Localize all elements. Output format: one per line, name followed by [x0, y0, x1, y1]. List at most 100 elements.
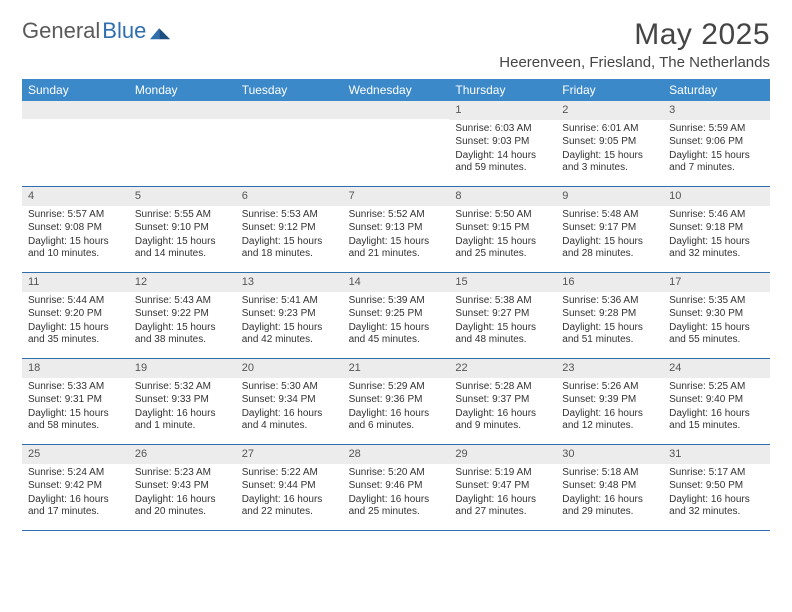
calendar-cell: 1Sunrise: 6:03 AMSunset: 9:03 PMDaylight…: [449, 101, 556, 187]
title-block: May 2025 Heerenveen, Friesland, The Neth…: [499, 18, 770, 71]
daylight-text: Daylight: 14 hours and 59 minutes.: [455, 150, 550, 175]
calendar-cell: 3Sunrise: 5:59 AMSunset: 9:06 PMDaylight…: [663, 101, 770, 187]
day-number: 16: [556, 273, 663, 292]
sunset-text: Sunset: 9:13 PM: [349, 222, 444, 235]
calendar-cell: 28Sunrise: 5:20 AMSunset: 9:46 PMDayligh…: [343, 445, 450, 531]
day-number: 19: [129, 359, 236, 378]
day-details: Sunrise: 5:46 AMSunset: 9:18 PMDaylight:…: [663, 206, 770, 268]
logo-icon: [150, 22, 172, 40]
daylight-text: Daylight: 15 hours and 35 minutes.: [28, 322, 123, 347]
day-number: 27: [236, 445, 343, 464]
day-details: Sunrise: 5:48 AMSunset: 9:17 PMDaylight:…: [556, 206, 663, 268]
daylight-text: Daylight: 15 hours and 32 minutes.: [669, 236, 764, 261]
day-number: 25: [22, 445, 129, 464]
calendar-cell: 2Sunrise: 6:01 AMSunset: 9:05 PMDaylight…: [556, 101, 663, 187]
day-number: 6: [236, 187, 343, 206]
day-details: Sunrise: 5:50 AMSunset: 9:15 PMDaylight:…: [449, 206, 556, 268]
sunset-text: Sunset: 9:33 PM: [135, 394, 230, 407]
day-details: Sunrise: 5:57 AMSunset: 9:08 PMDaylight:…: [22, 206, 129, 268]
calendar-cell: 16Sunrise: 5:36 AMSunset: 9:28 PMDayligh…: [556, 273, 663, 359]
sunrise-text: Sunrise: 5:28 AM: [455, 381, 550, 394]
calendar-cell: 7Sunrise: 5:52 AMSunset: 9:13 PMDaylight…: [343, 187, 450, 273]
day-details: Sunrise: 5:30 AMSunset: 9:34 PMDaylight:…: [236, 378, 343, 440]
calendar-grid: 1Sunrise: 6:03 AMSunset: 9:03 PMDaylight…: [22, 101, 770, 531]
sunrise-text: Sunrise: 5:57 AM: [28, 209, 123, 222]
daylight-text: Daylight: 16 hours and 6 minutes.: [349, 408, 444, 433]
calendar-cell: 31Sunrise: 5:17 AMSunset: 9:50 PMDayligh…: [663, 445, 770, 531]
calendar-cell: 6Sunrise: 5:53 AMSunset: 9:12 PMDaylight…: [236, 187, 343, 273]
sunset-text: Sunset: 9:18 PM: [669, 222, 764, 235]
calendar-cell: 5Sunrise: 5:55 AMSunset: 9:10 PMDaylight…: [129, 187, 236, 273]
day-number: 26: [129, 445, 236, 464]
calendar-cell: 4Sunrise: 5:57 AMSunset: 9:08 PMDaylight…: [22, 187, 129, 273]
sunset-text: Sunset: 9:06 PM: [669, 136, 764, 149]
day-number: 3: [663, 101, 770, 120]
day-details: Sunrise: 5:43 AMSunset: 9:22 PMDaylight:…: [129, 292, 236, 354]
daylight-text: Daylight: 15 hours and 25 minutes.: [455, 236, 550, 261]
daylight-text: Daylight: 16 hours and 17 minutes.: [28, 494, 123, 519]
weekday-header: Saturday: [663, 79, 770, 101]
calendar: SundayMondayTuesdayWednesdayThursdayFrid…: [22, 79, 770, 531]
day-details: Sunrise: 5:44 AMSunset: 9:20 PMDaylight:…: [22, 292, 129, 354]
sunset-text: Sunset: 9:15 PM: [455, 222, 550, 235]
day-details: Sunrise: 5:38 AMSunset: 9:27 PMDaylight:…: [449, 292, 556, 354]
header: GeneralBlue May 2025 Heerenveen, Friesla…: [22, 18, 770, 71]
day-details: Sunrise: 5:52 AMSunset: 9:13 PMDaylight:…: [343, 206, 450, 268]
sunrise-text: Sunrise: 5:22 AM: [242, 467, 337, 480]
calendar-cell: 19Sunrise: 5:32 AMSunset: 9:33 PMDayligh…: [129, 359, 236, 445]
daylight-text: Daylight: 16 hours and 1 minute.: [135, 408, 230, 433]
calendar-cell: 14Sunrise: 5:39 AMSunset: 9:25 PMDayligh…: [343, 273, 450, 359]
day-number: 24: [663, 359, 770, 378]
day-number: 21: [343, 359, 450, 378]
day-number: 18: [22, 359, 129, 378]
calendar-cell: 24Sunrise: 5:25 AMSunset: 9:40 PMDayligh…: [663, 359, 770, 445]
calendar-cell: 18Sunrise: 5:33 AMSunset: 9:31 PMDayligh…: [22, 359, 129, 445]
day-number: 7: [343, 187, 450, 206]
sunrise-text: Sunrise: 5:33 AM: [28, 381, 123, 394]
day-details: Sunrise: 5:22 AMSunset: 9:44 PMDaylight:…: [236, 464, 343, 526]
sunrise-text: Sunrise: 5:23 AM: [135, 467, 230, 480]
daylight-text: Daylight: 16 hours and 27 minutes.: [455, 494, 550, 519]
sunrise-text: Sunrise: 5:18 AM: [562, 467, 657, 480]
sunrise-text: Sunrise: 5:26 AM: [562, 381, 657, 394]
calendar-cell-empty: [129, 101, 236, 187]
daylight-text: Daylight: 15 hours and 28 minutes.: [562, 236, 657, 261]
calendar-cell: 17Sunrise: 5:35 AMSunset: 9:30 PMDayligh…: [663, 273, 770, 359]
sunrise-text: Sunrise: 6:01 AM: [562, 123, 657, 136]
sunset-text: Sunset: 9:42 PM: [28, 480, 123, 493]
logo-text-part2: Blue: [102, 18, 146, 44]
sunrise-text: Sunrise: 5:39 AM: [349, 295, 444, 308]
sunrise-text: Sunrise: 5:20 AM: [349, 467, 444, 480]
day-details: Sunrise: 5:25 AMSunset: 9:40 PMDaylight:…: [663, 378, 770, 440]
day-details: Sunrise: 5:17 AMSunset: 9:50 PMDaylight:…: [663, 464, 770, 526]
day-details: Sunrise: 5:18 AMSunset: 9:48 PMDaylight:…: [556, 464, 663, 526]
sunset-text: Sunset: 9:46 PM: [349, 480, 444, 493]
daylight-text: Daylight: 15 hours and 7 minutes.: [669, 150, 764, 175]
weekday-header: Thursday: [449, 79, 556, 101]
daylight-text: Daylight: 15 hours and 51 minutes.: [562, 322, 657, 347]
day-details: Sunrise: 5:20 AMSunset: 9:46 PMDaylight:…: [343, 464, 450, 526]
day-details: Sunrise: 5:23 AMSunset: 9:43 PMDaylight:…: [129, 464, 236, 526]
daylight-text: Daylight: 15 hours and 10 minutes.: [28, 236, 123, 261]
calendar-cell-empty: [236, 101, 343, 187]
sunrise-text: Sunrise: 5:44 AM: [28, 295, 123, 308]
weekday-header: Monday: [129, 79, 236, 101]
sunrise-text: Sunrise: 6:03 AM: [455, 123, 550, 136]
day-number: 1: [449, 101, 556, 120]
day-details: Sunrise: 5:32 AMSunset: 9:33 PMDaylight:…: [129, 378, 236, 440]
sunset-text: Sunset: 9:05 PM: [562, 136, 657, 149]
day-details: Sunrise: 5:28 AMSunset: 9:37 PMDaylight:…: [449, 378, 556, 440]
calendar-cell: 11Sunrise: 5:44 AMSunset: 9:20 PMDayligh…: [22, 273, 129, 359]
day-details: Sunrise: 5:33 AMSunset: 9:31 PMDaylight:…: [22, 378, 129, 440]
daylight-text: Daylight: 15 hours and 55 minutes.: [669, 322, 764, 347]
calendar-cell: 25Sunrise: 5:24 AMSunset: 9:42 PMDayligh…: [22, 445, 129, 531]
sunset-text: Sunset: 9:36 PM: [349, 394, 444, 407]
sunrise-text: Sunrise: 5:46 AM: [669, 209, 764, 222]
calendar-cell: 8Sunrise: 5:50 AMSunset: 9:15 PMDaylight…: [449, 187, 556, 273]
sunset-text: Sunset: 9:27 PM: [455, 308, 550, 321]
location: Heerenveen, Friesland, The Netherlands: [499, 54, 770, 71]
sunrise-text: Sunrise: 5:41 AM: [242, 295, 337, 308]
calendar-cell: 13Sunrise: 5:41 AMSunset: 9:23 PMDayligh…: [236, 273, 343, 359]
daylight-text: Daylight: 15 hours and 14 minutes.: [135, 236, 230, 261]
calendar-cell: 30Sunrise: 5:18 AMSunset: 9:48 PMDayligh…: [556, 445, 663, 531]
